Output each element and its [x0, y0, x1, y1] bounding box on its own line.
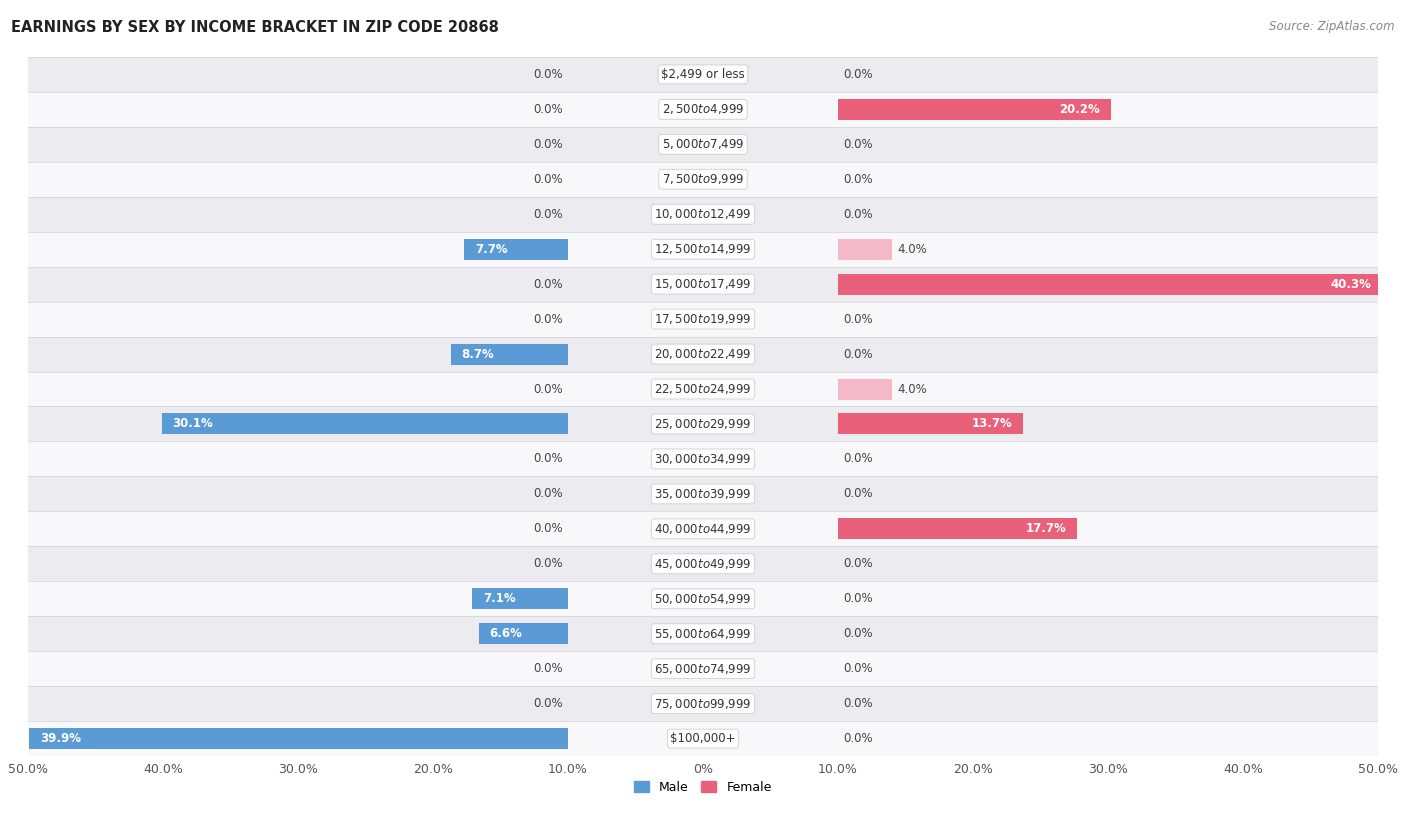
- Text: $22,500 to $24,999: $22,500 to $24,999: [654, 382, 752, 396]
- Text: $2,500 to $4,999: $2,500 to $4,999: [662, 102, 744, 116]
- Bar: [162, 414, 568, 434]
- Bar: [28, 721, 1378, 756]
- Bar: [472, 589, 568, 609]
- Bar: [28, 162, 1378, 197]
- Bar: [28, 476, 1378, 511]
- Text: 0.0%: 0.0%: [533, 488, 562, 500]
- Text: 0.0%: 0.0%: [533, 383, 562, 395]
- Bar: [838, 99, 1111, 120]
- Text: 17.7%: 17.7%: [1025, 523, 1066, 535]
- Text: $25,000 to $29,999: $25,000 to $29,999: [654, 417, 752, 431]
- Text: $45,000 to $49,999: $45,000 to $49,999: [654, 557, 752, 571]
- Text: 0.0%: 0.0%: [533, 173, 562, 185]
- Text: EARNINGS BY SEX BY INCOME BRACKET IN ZIP CODE 20868: EARNINGS BY SEX BY INCOME BRACKET IN ZIP…: [11, 20, 499, 35]
- Text: 0.0%: 0.0%: [844, 733, 873, 745]
- Text: 0.0%: 0.0%: [533, 313, 562, 325]
- Text: 0.0%: 0.0%: [844, 628, 873, 640]
- Text: Source: ZipAtlas.com: Source: ZipAtlas.com: [1270, 20, 1395, 33]
- Text: 0.0%: 0.0%: [844, 698, 873, 710]
- Bar: [28, 616, 1378, 651]
- Bar: [28, 302, 1378, 337]
- Bar: [28, 57, 1378, 92]
- Bar: [28, 651, 1378, 686]
- Text: 0.0%: 0.0%: [844, 488, 873, 500]
- Bar: [838, 519, 1077, 539]
- Bar: [28, 511, 1378, 546]
- Text: 6.6%: 6.6%: [489, 628, 523, 640]
- Text: 0.0%: 0.0%: [533, 68, 562, 80]
- Text: $50,000 to $54,999: $50,000 to $54,999: [654, 592, 752, 606]
- Bar: [28, 372, 1378, 406]
- Text: $55,000 to $64,999: $55,000 to $64,999: [654, 627, 752, 641]
- Text: 0.0%: 0.0%: [844, 663, 873, 675]
- Text: 4.0%: 4.0%: [897, 383, 927, 395]
- Text: 0.0%: 0.0%: [844, 453, 873, 465]
- Text: $40,000 to $44,999: $40,000 to $44,999: [654, 522, 752, 536]
- Text: $12,500 to $14,999: $12,500 to $14,999: [654, 242, 752, 256]
- Text: 0.0%: 0.0%: [844, 138, 873, 150]
- Text: $10,000 to $12,499: $10,000 to $12,499: [654, 207, 752, 221]
- Text: 0.0%: 0.0%: [844, 208, 873, 220]
- Bar: [464, 239, 568, 259]
- Text: 0.0%: 0.0%: [533, 138, 562, 150]
- Text: 8.7%: 8.7%: [461, 348, 494, 360]
- Bar: [28, 337, 1378, 372]
- Text: 0.0%: 0.0%: [844, 558, 873, 570]
- Text: 4.0%: 4.0%: [897, 243, 927, 255]
- Legend: Male, Female: Male, Female: [630, 776, 776, 799]
- Text: 7.1%: 7.1%: [484, 593, 516, 605]
- Text: $75,000 to $99,999: $75,000 to $99,999: [654, 697, 752, 711]
- Bar: [28, 546, 1378, 581]
- Bar: [28, 232, 1378, 267]
- Text: $30,000 to $34,999: $30,000 to $34,999: [654, 452, 752, 466]
- Text: 0.0%: 0.0%: [533, 453, 562, 465]
- Text: 0.0%: 0.0%: [844, 313, 873, 325]
- Text: $100,000+: $100,000+: [671, 733, 735, 745]
- Bar: [28, 581, 1378, 616]
- Text: 0.0%: 0.0%: [533, 698, 562, 710]
- Bar: [28, 441, 1378, 476]
- Text: 0.0%: 0.0%: [844, 173, 873, 185]
- Bar: [28, 267, 1378, 302]
- Bar: [838, 274, 1382, 294]
- Text: 0.0%: 0.0%: [844, 348, 873, 360]
- Bar: [28, 686, 1378, 721]
- Text: 30.1%: 30.1%: [173, 418, 214, 430]
- Bar: [450, 344, 568, 364]
- Bar: [28, 127, 1378, 162]
- Bar: [838, 379, 891, 399]
- Bar: [28, 92, 1378, 127]
- Text: 7.7%: 7.7%: [475, 243, 508, 255]
- Text: $2,499 or less: $2,499 or less: [661, 68, 745, 80]
- Text: 0.0%: 0.0%: [533, 278, 562, 290]
- Bar: [30, 728, 568, 749]
- Text: 0.0%: 0.0%: [844, 593, 873, 605]
- Text: 13.7%: 13.7%: [972, 418, 1012, 430]
- Text: 0.0%: 0.0%: [533, 103, 562, 115]
- Text: $17,500 to $19,999: $17,500 to $19,999: [654, 312, 752, 326]
- Text: $20,000 to $22,499: $20,000 to $22,499: [654, 347, 752, 361]
- Text: $35,000 to $39,999: $35,000 to $39,999: [654, 487, 752, 501]
- Text: $7,500 to $9,999: $7,500 to $9,999: [662, 172, 744, 186]
- Text: 0.0%: 0.0%: [533, 558, 562, 570]
- Bar: [28, 197, 1378, 232]
- Text: 20.2%: 20.2%: [1059, 103, 1099, 115]
- Text: 0.0%: 0.0%: [844, 68, 873, 80]
- Bar: [838, 239, 891, 259]
- Bar: [479, 624, 568, 644]
- Text: $15,000 to $17,499: $15,000 to $17,499: [654, 277, 752, 291]
- Text: 0.0%: 0.0%: [533, 523, 562, 535]
- Bar: [838, 414, 1024, 434]
- Text: $5,000 to $7,499: $5,000 to $7,499: [662, 137, 744, 151]
- Bar: [28, 406, 1378, 441]
- Text: 40.3%: 40.3%: [1330, 278, 1371, 290]
- Text: $65,000 to $74,999: $65,000 to $74,999: [654, 662, 752, 676]
- Text: 0.0%: 0.0%: [533, 663, 562, 675]
- Text: 0.0%: 0.0%: [533, 208, 562, 220]
- Text: 39.9%: 39.9%: [41, 733, 82, 745]
